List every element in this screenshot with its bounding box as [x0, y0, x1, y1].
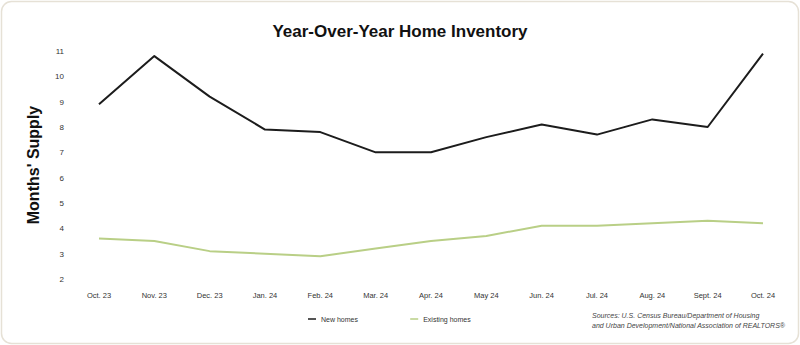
- x-tick-label: May 24: [474, 291, 499, 300]
- y-tick-label: 7: [60, 148, 65, 157]
- y-tick-label: 9: [60, 98, 65, 107]
- y-tick-label: 2: [60, 275, 65, 284]
- y-tick-label: 10: [55, 72, 64, 81]
- x-tick-label: Oct. 23: [87, 291, 111, 300]
- x-tick-label: Feb. 24: [308, 291, 333, 300]
- x-tick-label: Dec. 23: [197, 291, 223, 300]
- title: Year-Over-Year Home Inventory: [272, 22, 528, 41]
- card: [2, 2, 799, 344]
- x-tick-label: Jan. 24: [253, 291, 278, 300]
- series-line: [99, 54, 763, 153]
- x-tick-label: Aug. 24: [639, 291, 665, 300]
- source: Sources: U.S. Census Bureau/Department o…: [592, 312, 786, 330]
- x-tick-label: Mar. 24: [363, 291, 388, 300]
- y-tick-label: 6: [60, 174, 65, 183]
- y-tick-label: 5: [60, 199, 65, 208]
- y-tick-label: 4: [60, 224, 65, 233]
- y-tick-label: 8: [60, 123, 65, 132]
- legend-label: Existing homes: [423, 316, 471, 324]
- x-axis: Oct. 23 Nov. 23 Dec. 23 Jan. 24 Feb. 24 Mar. …: [87, 291, 775, 300]
- legend-swatch: [308, 318, 316, 320]
- source-text: and Urban Development/National Associati…: [592, 322, 786, 330]
- x-tick-label: Sept. 24: [694, 291, 722, 300]
- x-tick-label: Jul. 24: [586, 291, 608, 300]
- x-tick-label: Oct. 24: [751, 291, 775, 300]
- data-group: [99, 54, 763, 257]
- legend-label: New homes: [321, 316, 358, 323]
- y-axis: 2 3 4 5 6 7 8 9 10 11: [55, 47, 64, 284]
- source-text: Sources: U.S. Census Bureau/Department o…: [592, 312, 759, 320]
- y-tick-label: 3: [60, 250, 65, 259]
- chart: Year-Over-Year Home Inventory Months' Sup…: [0, 0, 800, 345]
- x-tick-label: Nov. 23: [142, 291, 167, 300]
- x-tick-label: Apr. 24: [419, 291, 443, 300]
- legend-swatch: [410, 318, 418, 320]
- legend: New homes Existing homes: [308, 316, 471, 324]
- x-tick-label: Jun. 24: [529, 291, 554, 300]
- series-line: [99, 221, 763, 256]
- y-axis-label: Months' Supply: [25, 106, 42, 225]
- y-tick-label: 11: [56, 47, 65, 56]
